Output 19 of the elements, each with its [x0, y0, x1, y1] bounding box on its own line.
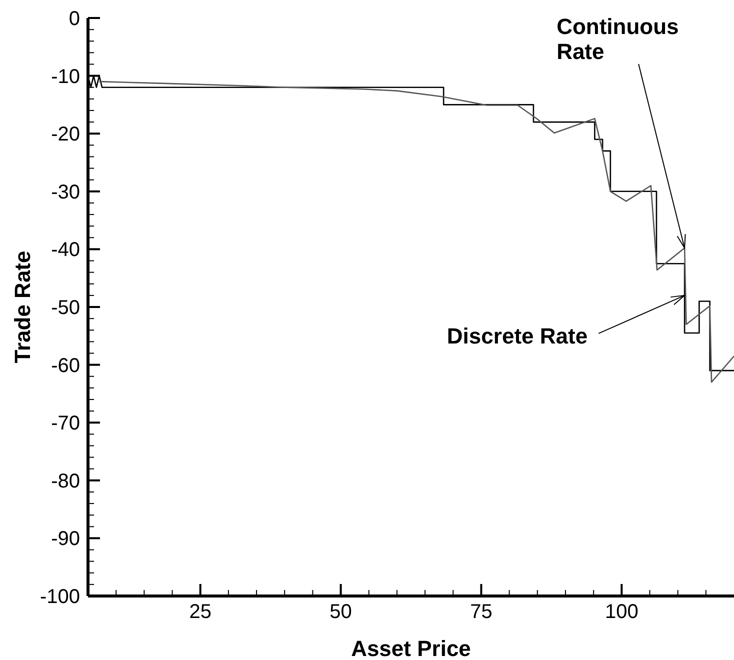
y-tick-label: -30	[51, 181, 80, 204]
y-tick-label: -100	[40, 586, 80, 608]
y-tick-label: -90	[51, 528, 80, 550]
y-tick-label: -70	[51, 412, 80, 435]
y-tick-label: -10	[51, 66, 80, 88]
annotation: Discrete Rate	[446, 323, 588, 348]
y-tick-label: -20	[51, 124, 80, 146]
y-tick-label: -50	[51, 297, 80, 319]
y-tick-label: -80	[51, 470, 80, 492]
x-tick-label: 75	[470, 601, 492, 623]
x-tick-label: 100	[604, 601, 638, 623]
annotation: Continuous Rate	[556, 14, 679, 64]
y-tick-label: 0	[68, 8, 80, 30]
y-tick-label: -60	[51, 354, 80, 377]
x-tick-label: 25	[189, 601, 212, 623]
y-tick-label: -40	[51, 239, 80, 262]
x-axis-title: Asset Price	[351, 636, 471, 660]
x-tick-label: 50	[330, 601, 352, 623]
y-axis-title: Trade Rate	[10, 250, 35, 364]
